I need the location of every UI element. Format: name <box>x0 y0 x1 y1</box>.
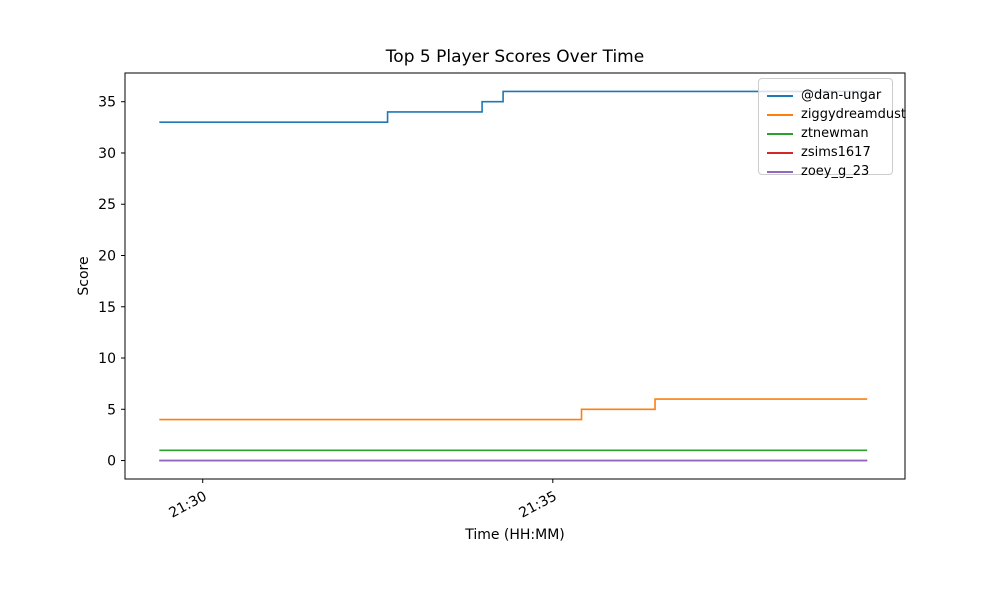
legend-item: ztnewman <box>767 124 883 143</box>
y-axis-label: Score <box>76 256 92 295</box>
y-tick-label: 25 <box>98 197 116 213</box>
x-tick-label: 21:35 <box>517 488 560 521</box>
legend: @dan-ungar ziggydreamdust ztnewman zsims161… <box>758 78 906 179</box>
x-tick-label: 21:30 <box>166 488 209 521</box>
y-tick-label: 5 <box>107 402 116 418</box>
x-axis-label: Time (HH:MM) <box>464 527 565 543</box>
legend-item: @dan-ungar <box>767 86 883 105</box>
legend-label: zoey_g_23 <box>801 164 870 179</box>
legend-line-sample-icon <box>767 170 793 173</box>
y-tick-label: 35 <box>98 95 116 111</box>
chart-title: Top 5 Player Scores Over Time <box>385 47 644 67</box>
legend-label: @dan-ungar <box>801 88 882 103</box>
legend-line-sample-icon <box>767 94 793 97</box>
y-tick-label: 0 <box>107 454 116 470</box>
legend-line-sample-icon <box>767 132 793 135</box>
legend-item: ziggydreamdust <box>767 105 906 124</box>
legend-label: zsims1617 <box>801 145 871 160</box>
y-tick-label: 20 <box>98 248 116 264</box>
legend-item: zoey_g_23 <box>767 162 883 181</box>
legend-label: ziggydreamdust <box>801 107 906 122</box>
legend-item: zsims1617 <box>767 143 883 162</box>
series-lines <box>159 90 868 462</box>
legend-line-sample-icon <box>767 113 793 116</box>
legend-label: ztnewman <box>801 126 869 141</box>
series-line-1 <box>159 398 868 421</box>
plot-area <box>124 72 906 480</box>
axes-ticks: 0 5 10 15 20 25 30 35 21:30 21:35 <box>98 95 560 522</box>
y-tick-label: 15 <box>98 300 116 316</box>
series-line-0 <box>159 90 868 124</box>
legend-line-sample-icon <box>767 151 793 154</box>
y-tick-label: 30 <box>98 146 116 162</box>
y-tick-label: 10 <box>98 351 116 367</box>
